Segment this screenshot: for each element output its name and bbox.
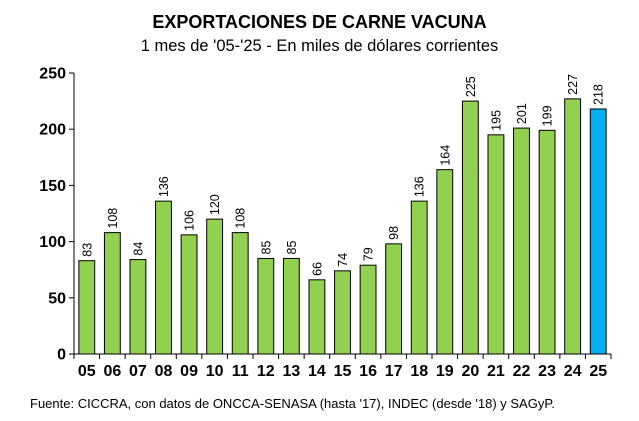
data-label-22: 201 [515, 103, 529, 124]
x-tick-label-13: 13 [282, 363, 300, 380]
y-tick-label-0: 0 [57, 347, 66, 364]
x-tick-label-10: 10 [206, 363, 224, 380]
y-tick-label-50: 50 [48, 290, 66, 307]
data-label-07: 84 [131, 242, 145, 256]
data-label-09: 106 [183, 210, 197, 231]
bar-24 [564, 98, 582, 355]
data-label-12: 85 [259, 241, 273, 255]
data-label-23: 199 [541, 105, 555, 126]
bar-16 [359, 264, 377, 355]
data-label-05: 83 [80, 243, 94, 257]
data-label-11: 108 [234, 208, 248, 229]
data-label-17: 98 [387, 226, 401, 240]
y-tick-label-250: 250 [39, 66, 66, 83]
bar-06 [103, 232, 121, 355]
source-note: Fuente: CICCRA, con datos de ONCCA-SENAS… [30, 396, 555, 411]
bar-12 [257, 257, 275, 355]
x-tick-label-20: 20 [461, 363, 479, 380]
data-label-13: 85 [285, 241, 299, 255]
bar-17 [385, 243, 403, 355]
data-labels-layer: 83 108 84 136 106 120 108 85 85 66 74 79 98 136 164 225… [80, 74, 605, 276]
data-label-06: 108 [106, 208, 120, 229]
x-tick-label-09: 09 [180, 363, 198, 380]
y-tick-label-200: 200 [39, 122, 66, 139]
bar-11 [231, 232, 249, 355]
data-label-19: 164 [438, 145, 452, 166]
x-tick-label-15: 15 [334, 363, 352, 380]
y-tick-label-150: 150 [39, 178, 66, 195]
bar-23 [538, 129, 556, 355]
bar-25 [589, 108, 607, 355]
data-label-20: 225 [464, 76, 478, 97]
bar-21 [487, 134, 505, 355]
x-tick-label-25: 25 [589, 363, 607, 380]
data-label-21: 195 [489, 110, 503, 131]
x-tick-label-08: 08 [155, 363, 173, 380]
data-label-18: 136 [413, 176, 427, 197]
x-tick-label-24: 24 [564, 363, 582, 380]
bar-22 [513, 127, 530, 355]
x-tick-label-21: 21 [487, 363, 505, 380]
x-tick-label-11: 11 [232, 363, 249, 380]
data-label-25: 218 [592, 84, 606, 105]
x-tick-label-22: 22 [513, 363, 531, 380]
bar-14 [308, 279, 326, 355]
y-tick-label-100: 100 [39, 234, 66, 251]
data-label-16: 79 [362, 247, 376, 261]
x-tick-label-18: 18 [410, 363, 428, 380]
x-tick-label-06: 06 [103, 363, 121, 380]
chart-title: EXPORTACIONES DE CARNE VACUNA [152, 12, 487, 32]
x-tick-label-17: 17 [385, 363, 403, 380]
x-tick-label-19: 19 [436, 363, 454, 380]
bar-05 [78, 260, 96, 355]
bar-19 [436, 169, 454, 355]
data-label-15: 74 [336, 253, 350, 267]
chart-subtitle: 1 mes de '05-'25 - En miles de dólares c… [140, 37, 499, 55]
data-label-10: 120 [208, 194, 222, 215]
bar-09 [180, 234, 198, 355]
x-tick-label-16: 16 [359, 363, 377, 380]
bars-layer [78, 98, 607, 355]
x-tick-label-14: 14 [308, 363, 326, 380]
x-tick-label-05: 05 [78, 363, 96, 380]
axes-layer: 05 06 07 08 09 10 11 12 13 14 15 16 17 18 19 20 21 22 23 24… [39, 66, 612, 380]
bar-15 [334, 270, 351, 355]
bar-08 [155, 200, 172, 355]
bar-20 [461, 100, 479, 355]
data-label-08: 136 [157, 176, 171, 197]
bar-18 [410, 200, 428, 355]
bar-07 [129, 259, 147, 355]
data-label-14: 66 [310, 262, 324, 276]
x-tick-label-12: 12 [257, 363, 275, 380]
bar-10 [206, 218, 224, 355]
bar-13 [282, 257, 300, 355]
x-tick-label-07: 07 [129, 363, 147, 380]
data-label-24: 227 [566, 74, 580, 95]
x-tick-label-23: 23 [538, 363, 556, 380]
